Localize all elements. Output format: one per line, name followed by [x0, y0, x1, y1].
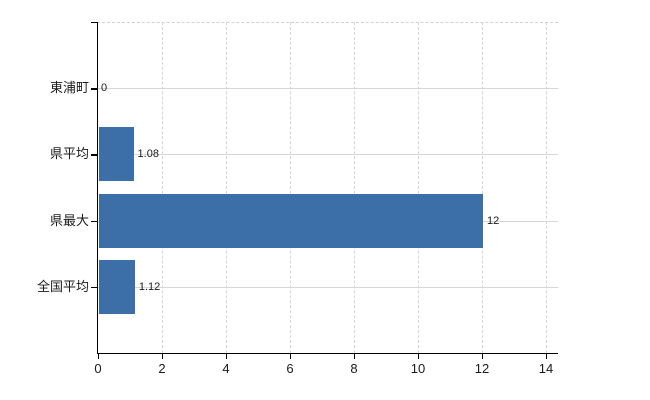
y-tick: [91, 286, 97, 289]
x-axis: [97, 353, 558, 355]
bar: [99, 193, 483, 248]
y-tick: [91, 220, 97, 222]
x-tick-label: 10: [410, 361, 426, 376]
vertical-gridline: [354, 22, 355, 353]
x-tick: [354, 353, 356, 359]
x-tick: [546, 353, 548, 359]
bar: [99, 259, 135, 314]
vertical-gridline: [482, 22, 483, 353]
x-tick-label: 8: [350, 361, 358, 376]
category-label: 全国平均: [36, 278, 89, 294]
x-tick-label: 12: [474, 361, 490, 376]
x-tick-label: 6: [286, 361, 294, 376]
bar-value-label: 12: [487, 214, 500, 227]
plot-top-border: [97, 22, 558, 23]
x-tick: [482, 353, 484, 359]
bar: [99, 127, 134, 182]
x-tick-label: 4: [222, 361, 230, 376]
vertical-gridline: [546, 22, 547, 353]
bar-value-label: 1.08: [137, 148, 159, 161]
x-tick: [98, 353, 100, 359]
vertical-gridline: [162, 22, 163, 353]
horizontal-gridline: [98, 286, 558, 288]
y-tick: [91, 88, 97, 90]
horizontal-gridline: [98, 88, 558, 90]
x-tick-label: 14: [538, 361, 554, 376]
category-label: 東浦町: [49, 80, 89, 96]
category-label: 県最大: [49, 212, 89, 228]
vertical-gridline: [418, 22, 419, 353]
bar-value-label: 1.12: [138, 280, 161, 293]
x-tick-label: 2: [158, 361, 166, 376]
vertical-gridline: [226, 22, 227, 353]
y-axis-top-tick: [91, 22, 97, 24]
y-axis: [97, 22, 99, 353]
y-tick: [91, 154, 97, 156]
bar-value-label: 0: [101, 82, 108, 95]
x-tick: [290, 353, 292, 359]
horizontal-gridline: [98, 154, 558, 156]
x-tick: [162, 353, 164, 359]
x-tick-label: 0: [94, 361, 102, 376]
category-label: 県平均: [49, 146, 89, 162]
x-tick: [418, 353, 420, 359]
vertical-gridline: [290, 22, 291, 353]
x-tick: [226, 353, 228, 359]
